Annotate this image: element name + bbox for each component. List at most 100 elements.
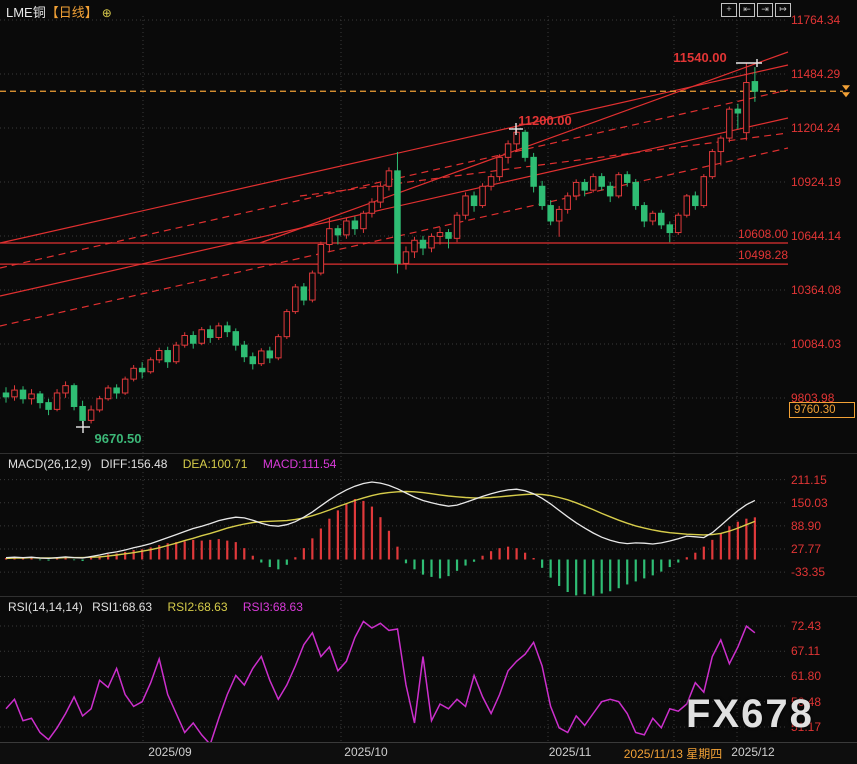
candle-body [224,325,231,333]
candle-body [11,389,18,398]
candle-body [343,220,350,236]
candle-body [743,82,750,134]
rsi3-value: RSI3:68.63 [242,600,303,614]
candle-body [198,329,205,344]
extreme-marker-icon [509,123,523,135]
price-tick: 9803.98 [791,391,835,405]
candle-body [155,350,163,361]
rsi1-value: RSI1:68.63 [92,600,153,614]
candle-body [726,108,733,139]
candle-body [28,393,35,400]
candle-body [751,81,759,92]
candle-body [62,385,69,394]
candle-body [309,272,316,301]
candle-body [428,235,435,249]
candle-body [181,335,188,346]
chart-toolbar: + ⇤ ⇥ ↦ [721,3,793,17]
candle-body [632,181,639,207]
symbol-title: LME铜 [6,5,46,20]
rsi-tick: 61.80 [791,669,822,684]
candle-body [453,214,461,239]
trendline[interactable] [0,117,789,297]
candle-body [283,311,291,338]
macd-tick: 211.15 [791,472,827,487]
candle-body [394,170,401,264]
candle-body [385,170,393,187]
time-axis [0,742,857,764]
trendline[interactable] [299,132,789,197]
candle-body [572,181,580,197]
scale-right-icon[interactable]: ⇥ [757,3,773,17]
candle-body [598,176,605,187]
price-tick: 11484.29 [791,66,841,81]
candle-body [300,286,308,301]
pan-right-icon[interactable]: ↦ [775,3,791,17]
macd-histogram [4,499,756,596]
annotation-label: 9670.50 [94,431,142,446]
candle-body [70,385,78,407]
candle-body [487,176,495,187]
candle-body [581,181,588,191]
trendline[interactable] [0,147,789,327]
rsi-params-label: RSI(14,14,14) [8,600,83,614]
trendline[interactable] [0,89,789,269]
extreme-marker-icon [76,421,90,433]
candle-body [189,335,197,344]
candle-body [496,156,503,178]
candle-body [709,151,716,178]
price-tick: 10924.19 [791,174,842,189]
candle-body [138,367,146,373]
candle-body [36,393,44,404]
crosshair-icon[interactable]: + [721,3,737,17]
candle-body [2,392,10,398]
macd-params-label: MACD(26,12,9) [8,457,92,471]
candle-body [104,387,112,400]
candle-body [172,344,180,363]
candle-body [462,195,469,216]
macd-tick: 27.77 [791,542,822,556]
candle-body [692,195,699,207]
macd-macd-value: MACD:111.54 [262,457,337,471]
candle-body [504,143,512,158]
candle-body [45,402,52,410]
candle-body [479,185,486,207]
scale-left-icon[interactable]: ⇤ [739,3,755,17]
watermark: FX678 [686,692,814,736]
candle-body [606,185,614,197]
candle-body [147,359,154,373]
candle-body [717,137,725,153]
candle-body [377,185,384,203]
dea-line [5,490,756,560]
candle-body [360,212,367,230]
candle-body [445,232,452,239]
expand-icon[interactable]: ⊕ [101,6,112,20]
candle-body [547,205,554,222]
candle-body [113,387,120,394]
rsi-label-row: RSI(14,14,14) RSI1:68.63 RSI2:68.63 RSI3… [8,600,303,614]
candle-body [666,224,674,234]
candle-body [683,195,691,216]
candle-body [641,205,648,222]
candle-body [53,392,61,410]
trendline[interactable] [0,64,789,244]
candle-body [87,409,95,421]
time-label: 2025/10 [344,745,388,759]
diff-line [5,481,756,560]
candle-body [402,251,410,264]
candle-body [411,239,418,253]
candle-body [232,331,240,346]
candle-body [79,405,86,421]
candle-body [675,214,682,234]
price-tick: 11204.24 [791,120,841,135]
candles [2,63,759,424]
candle-body [368,201,376,214]
candle-body [96,398,103,411]
candle-body [19,389,27,400]
price-axis-box: 9760.30 [789,402,855,418]
candle-body [292,286,299,313]
candle-body [130,367,137,380]
support-label: 10608.00 [737,226,788,241]
macd-label-row: MACD(26,12,9) DIFF:156.48 DEA:100.71 MAC… [8,457,336,471]
candle-body [419,239,427,249]
